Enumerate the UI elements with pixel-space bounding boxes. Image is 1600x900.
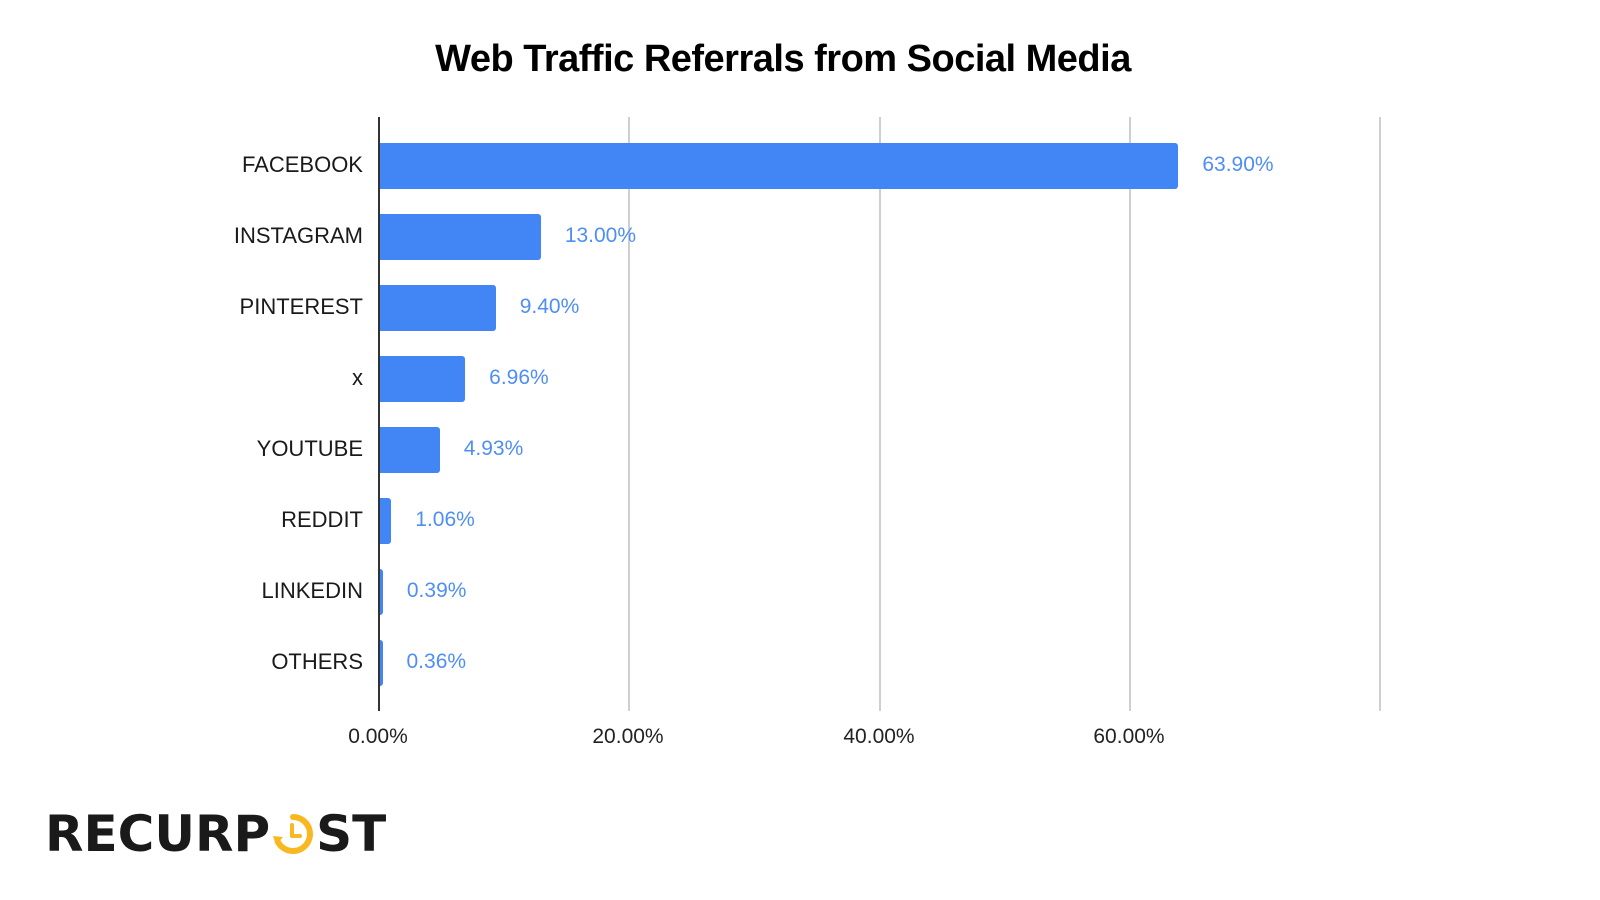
value-label: 6.96% (489, 366, 549, 389)
value-label: 0.36% (406, 650, 467, 673)
category-label: PINTEREST (239, 294, 363, 319)
bar (378, 498, 392, 544)
category-label: REDDIT (281, 507, 363, 532)
gridline-80 (1379, 117, 1381, 711)
bar (378, 214, 541, 260)
value-label: 4.93% (463, 437, 524, 460)
gridline-60 (1129, 117, 1131, 711)
x-tick-label: 0.00% (348, 725, 408, 748)
logo-text-suffix: ST (316, 805, 387, 863)
category-label: LINKEDIN (261, 578, 363, 603)
category-label: INSTAGRAM (233, 223, 363, 248)
value-label: 1.06% (415, 508, 475, 531)
category-label: YOUTUBE (256, 436, 363, 461)
gridline-40 (879, 117, 881, 711)
category-label: FACEBOOK (241, 152, 363, 177)
bar (378, 569, 383, 615)
value-label: 63.90% (1202, 153, 1274, 176)
category-label: x (352, 365, 363, 390)
value-label: 13.00% (564, 224, 637, 247)
logo-text-prefix: RECURP (45, 805, 271, 863)
bar (378, 285, 496, 331)
y-axis-line (378, 117, 380, 711)
plot-area: FACEBOOK 63.90% INSTAGRAM 13.00% PINTERE… (234, 117, 1381, 748)
x-tick-label: 60.00% (1093, 725, 1165, 748)
chart-title: Web Traffic Referrals from Social Media (435, 38, 1131, 80)
bar (378, 427, 440, 473)
gridline-20 (628, 117, 630, 711)
recurpost-logo: RECURP ST (45, 805, 387, 863)
clock-refresh-icon (273, 814, 314, 854)
bar (378, 640, 383, 686)
category-label: OTHERS (271, 649, 363, 674)
x-tick-label: 40.00% (843, 725, 915, 748)
value-label: 0.39% (406, 579, 467, 602)
bar (378, 356, 466, 402)
value-label: 9.40% (519, 295, 580, 318)
bar (378, 143, 1179, 189)
x-tick-label: 20.00% (592, 725, 664, 748)
